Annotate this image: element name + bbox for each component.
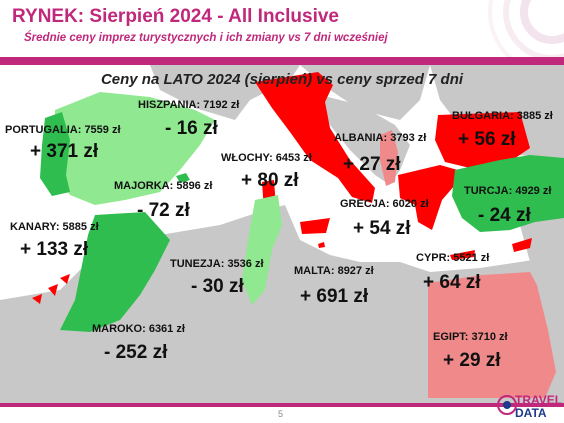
label-turkey-price: TURCJA: 4929 zł bbox=[464, 185, 552, 197]
land-central-europe bbox=[300, 65, 430, 120]
island-canary-2 bbox=[48, 284, 58, 296]
country-bulgaria bbox=[435, 112, 530, 168]
country-portugal bbox=[40, 112, 70, 196]
label-morocco-price: MAROKO: 6361 zł bbox=[92, 323, 185, 335]
label-turkey-change: - 24 zł bbox=[478, 205, 531, 226]
country-tunisia bbox=[242, 195, 282, 305]
label-greece-change: + 54 zł bbox=[353, 218, 411, 239]
logo-globe-icon bbox=[497, 395, 517, 415]
footer-bar bbox=[0, 403, 564, 407]
island-malta bbox=[318, 242, 325, 248]
header: RYNEK: Sierpień 2024 - All Inclusive Śre… bbox=[0, 0, 564, 60]
label-tunisia-change: - 30 zł bbox=[191, 276, 244, 297]
header-bar bbox=[0, 57, 564, 65]
island-canary-3 bbox=[60, 274, 70, 284]
island-majorca bbox=[176, 173, 190, 183]
travel-data-logo: TRAVEL DATA bbox=[497, 391, 563, 421]
land-middle-east bbox=[520, 215, 564, 262]
logo-line1: TRAVEL bbox=[515, 393, 563, 407]
label-bulgaria-price: BUŁGARIA: 3885 zł bbox=[452, 110, 553, 122]
label-spain-change: - 16 zł bbox=[165, 118, 218, 139]
label-portugal-price: PORTUGALIA: 7559 zł bbox=[5, 124, 121, 136]
label-greece-price: GRECJA: 6020 zł bbox=[340, 198, 429, 210]
land-north-east bbox=[430, 65, 564, 160]
island-canary-1 bbox=[32, 294, 42, 304]
page-subtitle: Średnie ceny imprez turystycznych i ich … bbox=[24, 32, 388, 44]
island-crete bbox=[450, 250, 475, 260]
label-malta-change: + 691 zł bbox=[300, 286, 369, 307]
label-majorca-change: - 72 zł bbox=[137, 200, 190, 221]
label-albania-change: + 27 zł bbox=[343, 154, 401, 175]
label-bulgaria-change: + 56 zł bbox=[458, 129, 516, 150]
label-cyprus-change: + 64 zł bbox=[423, 272, 481, 293]
country-greece bbox=[398, 165, 465, 230]
country-italy bbox=[255, 72, 375, 203]
label-majorca-price: MAJORKA: 5896 zł bbox=[114, 180, 213, 192]
label-morocco-change: - 252 zł bbox=[104, 342, 168, 363]
label-canary-change: + 133 zł bbox=[20, 239, 89, 260]
label-egypt-change: + 29 zł bbox=[443, 350, 501, 371]
label-tunisia-price: TUNEZJA: 3536 zł bbox=[170, 258, 264, 270]
label-cyprus-price: CYPR: 5521 zł bbox=[416, 252, 490, 264]
label-albania-price: ALBANIA: 3793 zł bbox=[334, 132, 427, 144]
country-spain bbox=[55, 92, 215, 205]
label-canary-price: KANARY: 5885 zł bbox=[10, 221, 99, 233]
label-portugal-change: + 371 zł bbox=[30, 141, 99, 162]
land-france bbox=[150, 65, 300, 120]
page-title: RYNEK: Sierpień 2024 - All Inclusive bbox=[12, 6, 339, 27]
country-morocco bbox=[60, 212, 170, 332]
label-malta-price: MALTA: 8927 zł bbox=[294, 265, 374, 277]
label-spain-price: HISZPANIA: 7192 zł bbox=[138, 99, 240, 111]
country-albania bbox=[380, 130, 398, 186]
mediterranean-map bbox=[0, 65, 564, 403]
country-turkey bbox=[452, 155, 564, 232]
logo-line2: DATA bbox=[515, 406, 547, 420]
label-italy-price: WŁOCHY: 6453 zł bbox=[221, 152, 312, 164]
label-italy-change: + 80 zł bbox=[241, 170, 299, 191]
island-sicily bbox=[300, 218, 330, 234]
label-egypt-price: EGIPT: 3710 zł bbox=[433, 331, 508, 343]
island-cyprus bbox=[512, 238, 532, 252]
page-number: 5 bbox=[278, 409, 284, 419]
country-egypt bbox=[428, 272, 556, 398]
map-title: Ceny na LATO 2024 (sierpień) vs ceny spr… bbox=[100, 71, 464, 88]
